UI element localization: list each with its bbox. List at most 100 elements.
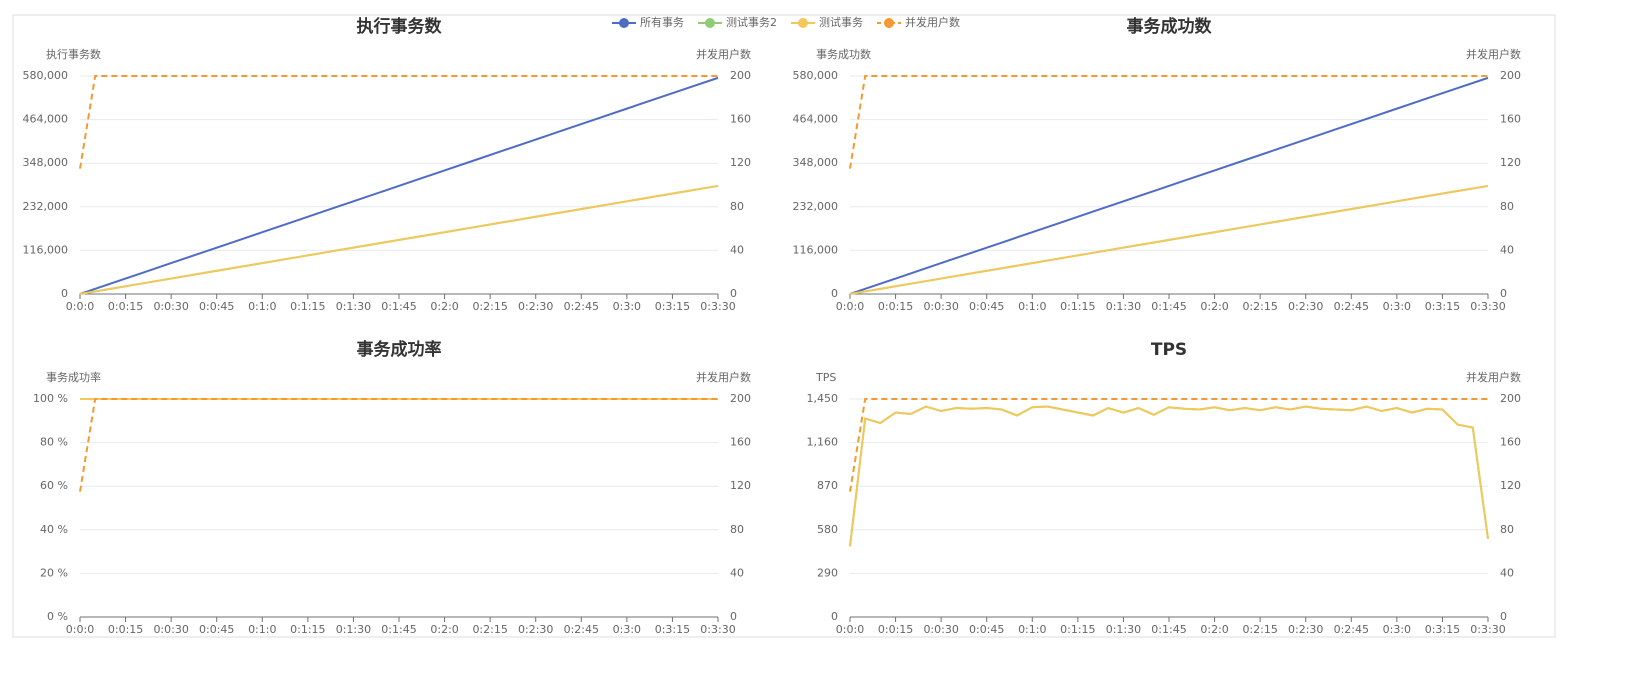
x-tick-label: 0:2:15 bbox=[1242, 300, 1277, 313]
y-tick-label: 348,000 bbox=[23, 156, 69, 169]
y2-tick-label: 200 bbox=[1500, 69, 1521, 82]
x-tick-label: 0:3:30 bbox=[1470, 623, 1505, 636]
chart-title: TPS bbox=[1151, 340, 1187, 360]
y-tick-label: 580 bbox=[817, 523, 838, 536]
series-line bbox=[79, 184, 719, 295]
x-tick-label: 0:0:15 bbox=[108, 300, 143, 313]
chart-title: 事务成功率 bbox=[357, 339, 442, 360]
x-tick-label: 0:2:45 bbox=[564, 623, 599, 636]
x-tick-label: 0:1:30 bbox=[336, 300, 371, 313]
y2-tick-label: 80 bbox=[730, 523, 744, 536]
x-tick-label: 0:0:45 bbox=[199, 300, 234, 313]
x-tick-label: 0:2:15 bbox=[1242, 623, 1277, 636]
legend-label: 所有事务 bbox=[640, 15, 684, 29]
x-tick-label: 0:0:30 bbox=[923, 623, 958, 636]
y-tick-label: 20 % bbox=[40, 566, 68, 579]
series-line bbox=[849, 398, 1488, 492]
x-tick-label: 0:0:30 bbox=[923, 300, 958, 313]
x-tick-label: 0:1:15 bbox=[290, 300, 325, 313]
y2-tick-label: 80 bbox=[1500, 523, 1514, 536]
y2-axis-label: 并发用户数 bbox=[1466, 47, 1521, 61]
chart-title: 事务成功数 bbox=[1127, 16, 1213, 37]
x-tick-label: 0:1:15 bbox=[290, 623, 325, 636]
x-tick-label: 0:2:45 bbox=[1334, 623, 1369, 636]
x-tick-label: 0:0:15 bbox=[878, 300, 913, 313]
x-tick-label: 0:0:30 bbox=[153, 623, 188, 636]
y2-tick-label: 160 bbox=[730, 113, 751, 126]
x-tick-label: 0:0:0 bbox=[66, 623, 94, 636]
y2-tick-label: 40 bbox=[1500, 566, 1514, 579]
x-tick-label: 0:3:0 bbox=[613, 300, 641, 313]
y-tick-label: 116,000 bbox=[23, 243, 69, 256]
y-axis-label: 执行事务数 bbox=[46, 47, 101, 61]
x-tick-label: 0:0:15 bbox=[108, 623, 143, 636]
x-tick-label: 0:0:45 bbox=[969, 623, 1004, 636]
x-tick-label: 0:0:0 bbox=[66, 300, 94, 313]
y-tick-label: 0 % bbox=[47, 610, 68, 623]
series-line bbox=[79, 76, 719, 295]
y-axis-label: TPS bbox=[815, 371, 836, 384]
y2-tick-label: 40 bbox=[1500, 243, 1514, 256]
x-tick-label: 0:1:45 bbox=[1151, 300, 1186, 313]
y-tick-label: 116,000 bbox=[793, 243, 839, 256]
legend-marker bbox=[705, 18, 715, 28]
x-tick-label: 0:1:30 bbox=[1106, 623, 1141, 636]
y-tick-label: 40 % bbox=[40, 523, 68, 536]
y-axis-label: 事务成功率 bbox=[46, 370, 101, 384]
y-tick-label: 0 bbox=[61, 287, 68, 300]
y2-tick-label: 120 bbox=[730, 156, 751, 169]
x-tick-label: 0:3:15 bbox=[1425, 623, 1460, 636]
y2-tick-label: 40 bbox=[730, 243, 744, 256]
y-tick-label: 580,000 bbox=[793, 69, 839, 82]
y2-tick-label: 160 bbox=[1500, 113, 1521, 126]
x-tick-label: 0:1:30 bbox=[336, 623, 371, 636]
y2-tick-label: 40 bbox=[730, 566, 744, 579]
y-tick-label: 1,450 bbox=[807, 392, 839, 405]
x-tick-label: 0:0:0 bbox=[836, 623, 864, 636]
y2-tick-label: 80 bbox=[1500, 200, 1514, 213]
y2-tick-label: 200 bbox=[730, 69, 751, 82]
y2-tick-label: 0 bbox=[1500, 287, 1507, 300]
y-tick-label: 348,000 bbox=[793, 156, 839, 169]
x-tick-label: 0:2:0 bbox=[430, 300, 458, 313]
x-tick-label: 0:2:30 bbox=[518, 300, 553, 313]
x-tick-label: 0:0:30 bbox=[153, 300, 188, 313]
legend-label: 测试事务2 bbox=[726, 16, 777, 29]
x-tick-label: 0:1:30 bbox=[1106, 300, 1141, 313]
x-tick-label: 0:2:0 bbox=[1200, 623, 1228, 636]
y2-tick-label: 120 bbox=[1500, 479, 1521, 492]
x-tick-label: 0:1:45 bbox=[381, 623, 416, 636]
x-tick-label: 0:2:15 bbox=[472, 300, 507, 313]
y-tick-label: 290 bbox=[817, 566, 838, 579]
y2-tick-label: 160 bbox=[1500, 436, 1521, 449]
y-tick-label: 60 % bbox=[40, 479, 68, 492]
x-tick-label: 0:3:0 bbox=[613, 623, 641, 636]
y2-tick-label: 160 bbox=[730, 436, 751, 449]
panel-border bbox=[12, 14, 1556, 638]
y-tick-label: 464,000 bbox=[23, 113, 69, 126]
x-tick-label: 0:1:0 bbox=[1018, 300, 1046, 313]
y-tick-label: 870 bbox=[817, 479, 838, 492]
x-tick-label: 0:2:30 bbox=[1288, 300, 1323, 313]
x-tick-label: 0:3:0 bbox=[1383, 623, 1411, 636]
y2-axis-label: 并发用户数 bbox=[696, 47, 751, 61]
x-tick-label: 0:2:30 bbox=[518, 623, 553, 636]
y2-tick-label: 0 bbox=[1500, 610, 1507, 623]
x-tick-label: 0:1:15 bbox=[1060, 623, 1095, 636]
x-tick-label: 0:2:45 bbox=[1334, 300, 1369, 313]
series-line bbox=[79, 75, 718, 169]
y2-axis-label: 并发用户数 bbox=[1466, 370, 1521, 384]
y-tick-label: 100 % bbox=[33, 392, 68, 405]
legend-marker bbox=[884, 18, 894, 28]
y2-tick-label: 0 bbox=[730, 287, 737, 300]
y-tick-label: 1,160 bbox=[807, 436, 839, 449]
series-line bbox=[849, 405, 1489, 547]
x-tick-label: 0:1:0 bbox=[1018, 623, 1046, 636]
series-line bbox=[849, 75, 1488, 169]
x-tick-label: 0:3:30 bbox=[700, 623, 735, 636]
x-tick-label: 0:0:15 bbox=[878, 623, 913, 636]
series-line bbox=[849, 405, 1489, 547]
x-tick-label: 0:2:0 bbox=[430, 623, 458, 636]
chart-title: 执行事务数 bbox=[357, 16, 443, 37]
